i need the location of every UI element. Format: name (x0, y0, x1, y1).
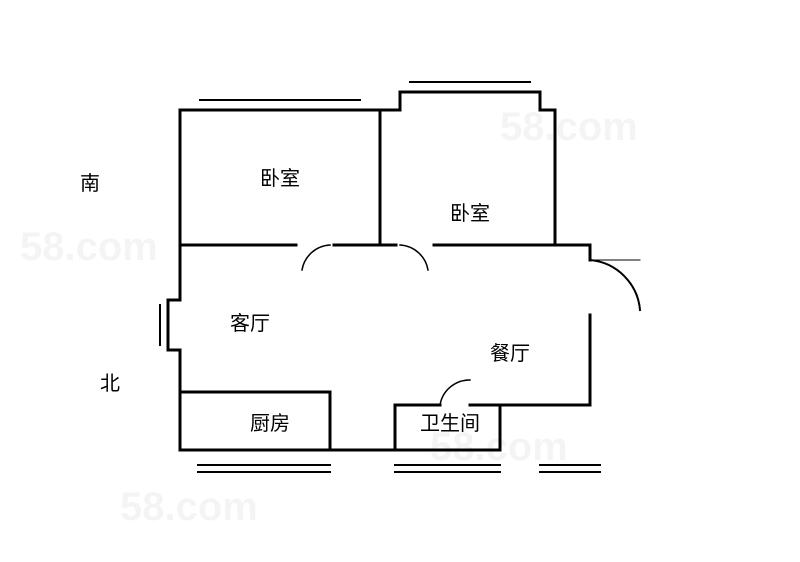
labels: 南 北 卧室 卧室 客厅 餐厅 厨房 卫生间 (80, 167, 530, 435)
floor-plan-svg: 58.com 58.com 58.com 58.com (0, 0, 800, 562)
watermark-text: 58.com (20, 225, 158, 269)
label-bathroom: 卫生间 (420, 412, 480, 435)
watermark-text: 58.com (500, 105, 638, 149)
floor-plan: 58.com 58.com 58.com 58.com (0, 0, 800, 562)
label-dining-room: 餐厅 (490, 342, 530, 365)
direction-south: 南 (80, 172, 100, 195)
label-living-room: 客厅 (230, 312, 270, 335)
label-kitchen: 厨房 (250, 412, 290, 435)
direction-north: 北 (100, 372, 120, 395)
watermark-text: 58.com (120, 485, 258, 529)
label-bedroom-right: 卧室 (450, 202, 490, 225)
label-bedroom-left: 卧室 (260, 167, 300, 190)
